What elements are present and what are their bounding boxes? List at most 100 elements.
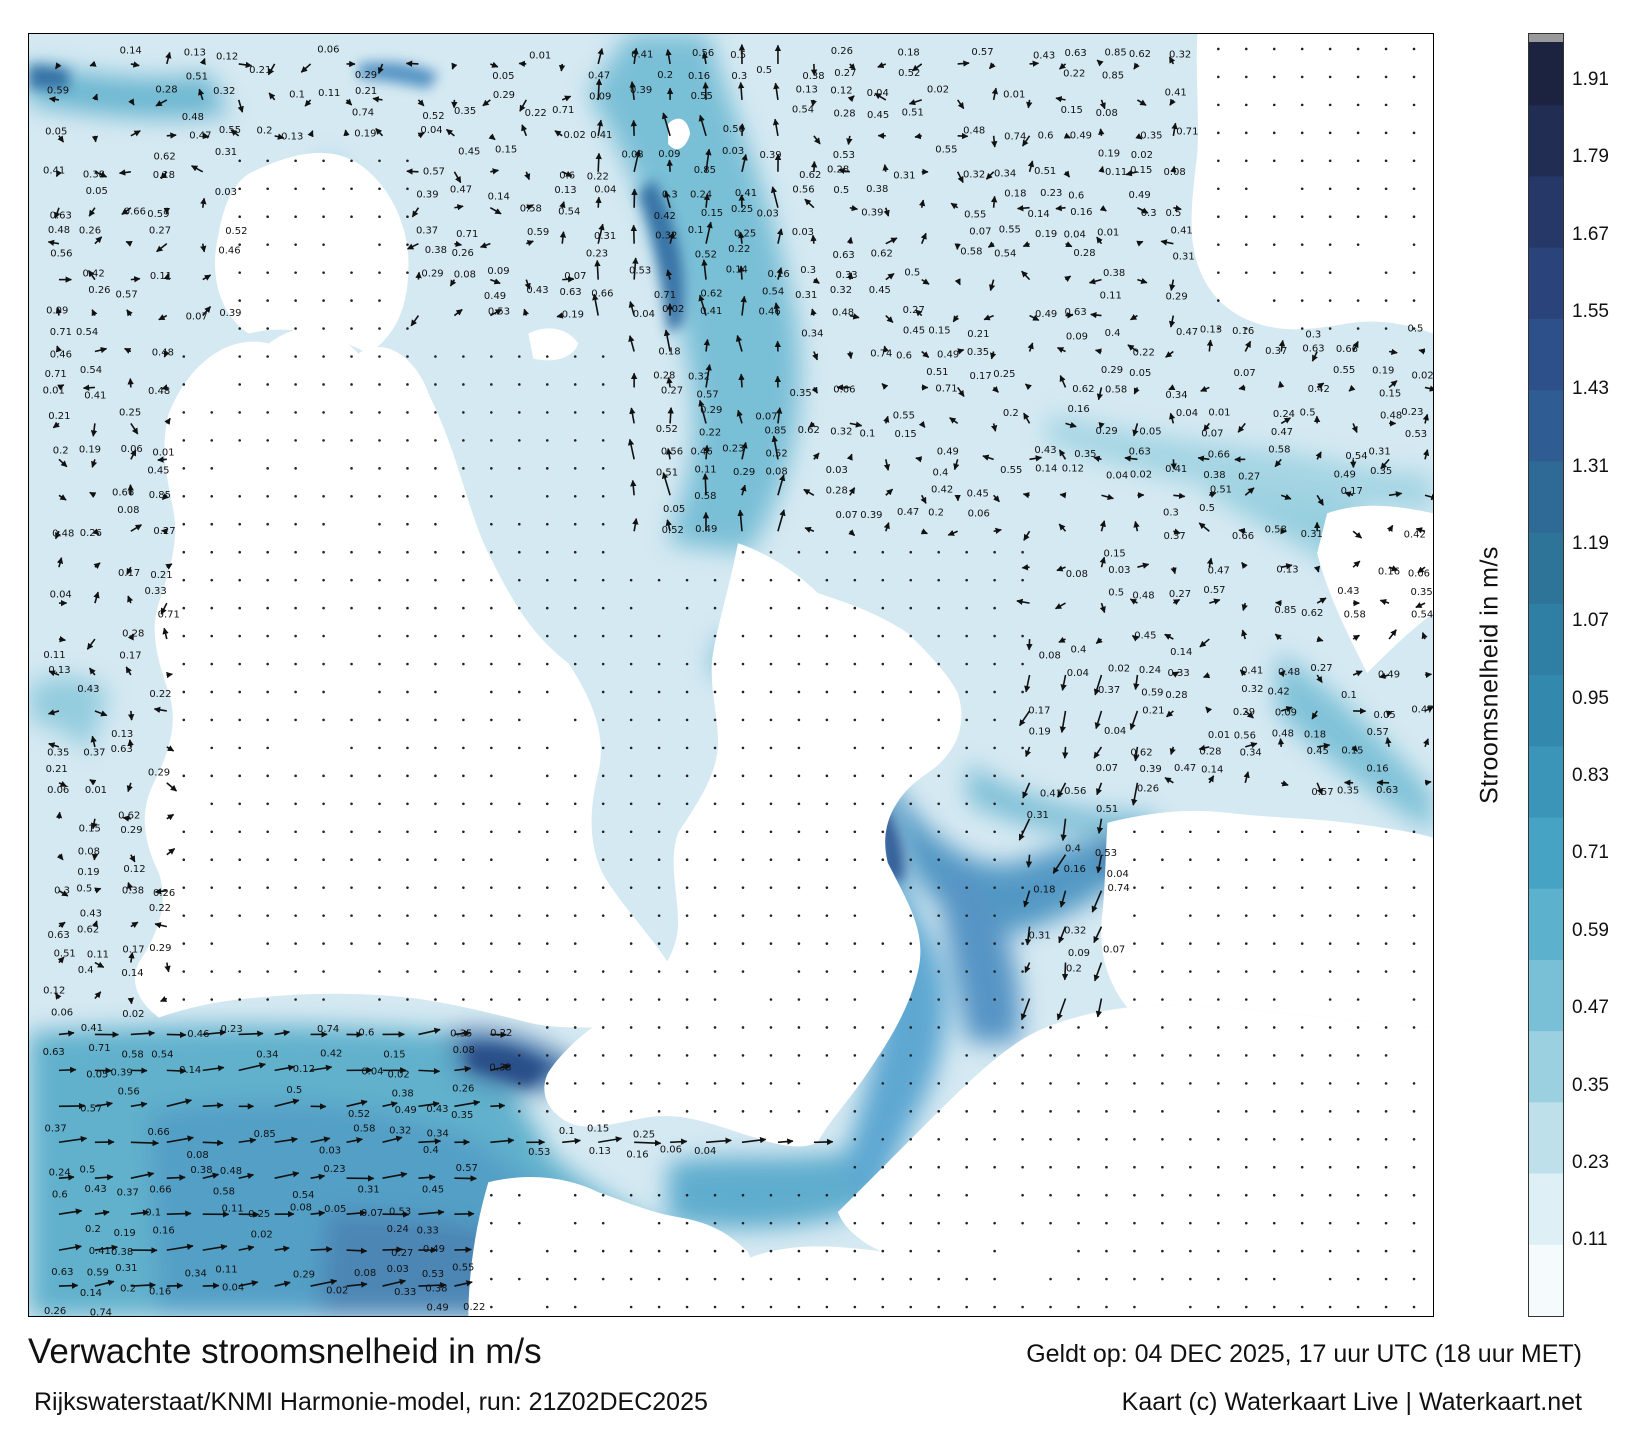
speed-value-label: 0.62	[1129, 49, 1151, 60]
current-arrow	[345, 98, 353, 106]
grid-dot	[322, 243, 325, 246]
grid-dot	[629, 1026, 633, 1029]
grid-dot	[1021, 942, 1024, 945]
grid-dot	[1328, 1193, 1332, 1197]
current-arrow	[908, 99, 922, 106]
speed-value-label: 0.16	[1378, 567, 1400, 578]
current-arrow	[1280, 780, 1289, 787]
speed-value-label: 0.07	[1103, 945, 1125, 956]
speed-value-label: 0.08	[186, 1150, 208, 1161]
speed-value-label: 0.08	[621, 150, 643, 161]
current-arrow	[58, 1030, 75, 1037]
grid-dot	[1189, 914, 1192, 917]
speed-value-label: 0.41	[43, 165, 65, 176]
grid-dot	[322, 494, 325, 498]
grid-dot	[769, 998, 773, 1001]
grid-dot	[210, 522, 214, 526]
grid-dot	[378, 215, 381, 219]
grid-dot	[1356, 215, 1360, 219]
speed-value-label: 0.6	[559, 170, 575, 181]
speed-value-label: 0.23	[586, 248, 608, 259]
grid-dot	[1244, 47, 1248, 51]
current-arrow	[911, 63, 923, 72]
grid-dot	[1049, 1054, 1052, 1057]
grid-dot	[909, 634, 913, 638]
current-arrow	[55, 306, 62, 316]
grid-dot	[1412, 830, 1416, 834]
current-arrow	[274, 1029, 291, 1037]
current-arrow	[1016, 598, 1030, 606]
speed-value-label: 0.3	[1305, 329, 1321, 340]
current-arrow	[489, 207, 502, 215]
grid-dot	[266, 522, 269, 526]
grid-dot	[238, 746, 241, 750]
grid-dot	[741, 1193, 745, 1197]
grid-dot	[601, 690, 605, 694]
grid-dot	[713, 802, 717, 806]
grid-dot	[322, 299, 325, 302]
speed-value-label: 0.03	[215, 187, 237, 198]
grid-dot	[406, 858, 409, 862]
grid-dot	[462, 383, 465, 386]
grid-dot	[1217, 1137, 1220, 1141]
current-arrow	[1088, 278, 1102, 285]
grid-dot	[210, 690, 214, 694]
grid-dot	[909, 886, 913, 889]
grid-dot	[545, 942, 549, 945]
current-arrow	[1091, 890, 1103, 913]
grid-dot	[825, 690, 829, 694]
grid-dot	[601, 550, 605, 554]
speed-value-label: 0.66	[1232, 531, 1254, 542]
current-arrow	[668, 231, 675, 244]
current-arrow	[126, 309, 133, 317]
speed-value-label: 0.74	[90, 1308, 112, 1316]
grid-dot	[881, 690, 885, 694]
grid-dot	[294, 718, 297, 722]
current-arrow	[1095, 637, 1103, 645]
current-arrow	[776, 228, 784, 244]
speed-value-label: 0.27	[1310, 663, 1332, 674]
grid-dot	[1161, 970, 1164, 973]
grid-dot	[909, 550, 913, 554]
grid-dot	[545, 634, 549, 638]
speed-value-label: 0.04	[867, 88, 889, 99]
speed-value-label: 0.46	[691, 446, 713, 457]
current-arrow	[775, 407, 783, 424]
speed-value-label: 0.01	[1003, 89, 1025, 100]
grid-dot	[462, 662, 465, 666]
grid-dot	[853, 746, 857, 750]
current-arrow	[812, 452, 820, 460]
speed-value-label: 0.5	[76, 883, 92, 894]
current-arrow	[849, 204, 859, 212]
current-arrow	[738, 265, 745, 280]
current-arrow	[377, 63, 384, 75]
speed-value-label: 0.02	[1108, 664, 1130, 675]
speed-value-label: 0.63	[1129, 446, 1151, 457]
colorbar-band	[1529, 1173, 1563, 1246]
current-arrow	[94, 171, 108, 178]
grid-dot	[1217, 243, 1220, 246]
speed-value-label: 0.47	[1176, 327, 1198, 338]
grid-dot	[965, 774, 968, 778]
speed-value-label: 0.37	[1098, 685, 1120, 696]
speed-value-label: 0.04	[361, 1067, 383, 1078]
grid-dot	[741, 578, 745, 582]
speed-value-label: 0.18	[1004, 189, 1026, 200]
grid-dot	[545, 467, 549, 470]
grid-dot	[965, 1193, 968, 1197]
grid-dot	[937, 970, 941, 973]
grid-dot	[238, 159, 241, 163]
current-arrow	[164, 417, 171, 425]
current-arrow	[202, 1243, 228, 1251]
grid-dot	[797, 1221, 801, 1225]
current-arrow	[1098, 165, 1105, 173]
grid-dot	[965, 662, 968, 666]
current-arrow	[1388, 565, 1399, 572]
grid-dot	[378, 383, 381, 386]
grid-dot	[1161, 1277, 1164, 1281]
grid-dot	[685, 886, 689, 889]
grid-dot	[1244, 131, 1248, 135]
current-arrow	[54, 207, 61, 219]
speed-value-label: 0.55	[452, 1262, 474, 1273]
current-arrow	[915, 309, 923, 317]
